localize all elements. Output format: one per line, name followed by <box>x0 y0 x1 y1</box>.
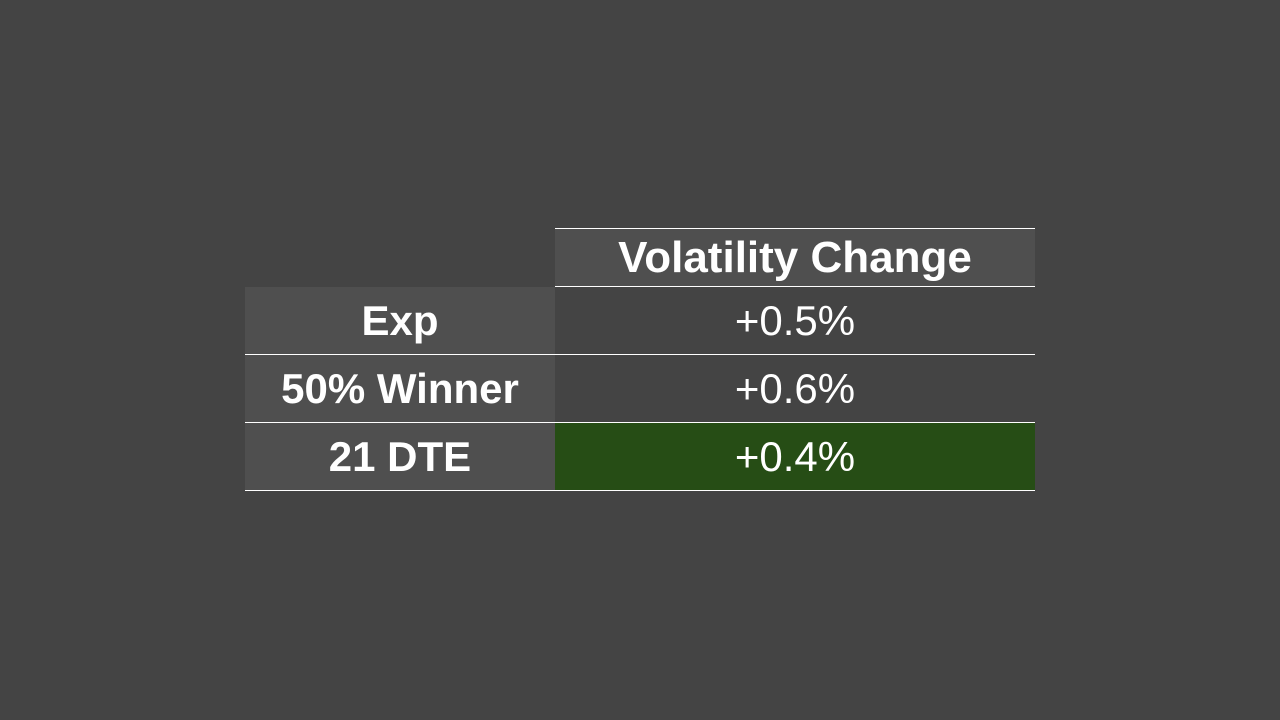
row-value-50-winner: +0.6% <box>555 355 1035 423</box>
header-corner-cell <box>245 228 555 287</box>
row-value-exp: +0.5% <box>555 287 1035 355</box>
row-value-21-dte: +0.4% <box>555 423 1035 491</box>
row-label-50-winner: 50% Winner <box>245 355 555 423</box>
volatility-table: Volatility Change Exp +0.5% 50% Winner +… <box>245 228 1035 491</box>
column-header-volatility-change: Volatility Change <box>555 228 1035 287</box>
table-row: Exp +0.5% <box>245 287 1035 355</box>
table-row: 50% Winner +0.6% <box>245 355 1035 423</box>
row-label-exp: Exp <box>245 287 555 355</box>
table-row: 21 DTE +0.4% <box>245 423 1035 491</box>
row-label-21-dte: 21 DTE <box>245 423 555 491</box>
table-header-row: Volatility Change <box>245 228 1035 287</box>
